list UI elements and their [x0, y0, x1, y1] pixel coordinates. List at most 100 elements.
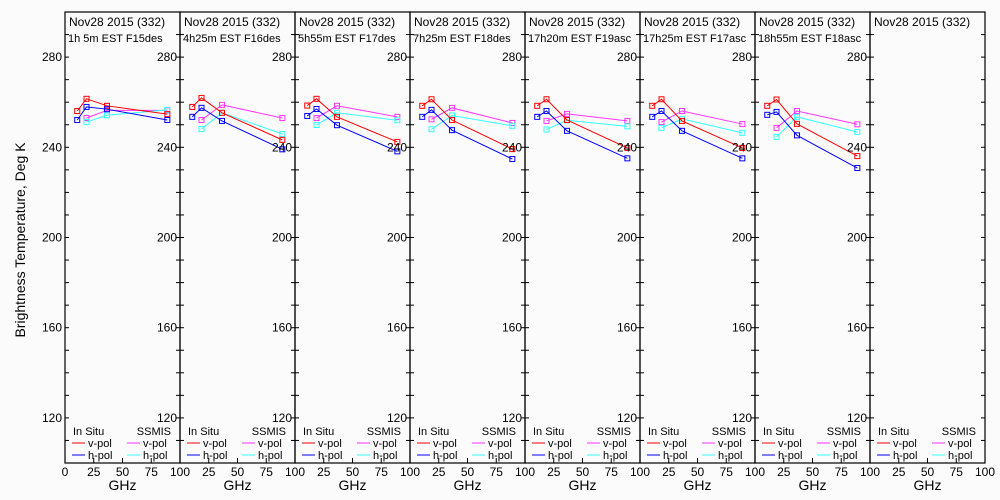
data-point-insitu_v — [333, 113, 340, 120]
legend-label: h-pol — [833, 450, 857, 462]
legend-label: v-pol — [603, 438, 627, 450]
x-tick-label: 25 — [317, 465, 331, 479]
legend-label: v-pol — [258, 438, 282, 450]
y-tick-label: 280 — [617, 50, 637, 64]
legend-label: v-pol — [778, 438, 802, 450]
legend-label: v-pol — [548, 438, 572, 450]
data-point-insitu_h — [198, 104, 205, 111]
data-point-ssmis_h — [428, 126, 435, 133]
data-point-insitu_v — [189, 103, 196, 110]
x-tick-label: 75 — [835, 465, 849, 479]
data-point-insitu_h — [854, 165, 861, 172]
data-point-insitu_v — [103, 102, 110, 109]
y-tick-label: 240 — [157, 140, 177, 154]
series-line-ssmis_h — [546, 119, 628, 130]
y-tick-label: 120 — [732, 411, 752, 425]
x-tick-label: 0 — [62, 465, 69, 479]
y-tick-label: 120 — [387, 411, 407, 425]
data-point-insitu_v — [649, 102, 656, 109]
legend-heading-ssmis: SSMIS — [367, 426, 401, 438]
x-tick-label: 75 — [605, 465, 619, 479]
x-axis-label: GHz — [109, 477, 137, 493]
x-tick-label: 100 — [975, 465, 995, 479]
panel-title-time: 17h20m EST F19asc — [528, 33, 632, 45]
x-tick-label: 50 — [576, 465, 590, 479]
legend-heading-ssmis: SSMIS — [827, 426, 861, 438]
series-line-insitu_h — [421, 109, 513, 160]
x-tick-label: 25 — [202, 465, 216, 479]
legend-label: h-pol — [778, 450, 802, 462]
x-tick-label: 50 — [231, 465, 245, 479]
series-line-insitu_h — [76, 106, 168, 121]
series-line-ssmis_h — [776, 116, 858, 138]
x-axis-label: GHz — [799, 477, 827, 493]
x-tick-label: 75 — [260, 465, 274, 479]
legend-label: v-pol — [373, 438, 397, 450]
y-tick-label: 200 — [847, 231, 867, 245]
legend-heading-insitu: In Situ — [878, 426, 909, 438]
y-tick-label: 120 — [157, 411, 177, 425]
data-point-insitu_h — [103, 106, 110, 113]
panel-title-time: 4h25m EST F16des — [183, 33, 281, 45]
data-point-ssmis_h — [624, 123, 631, 130]
panel-title-date: Nov28 2015 (332) — [69, 15, 165, 29]
panel-title: Nov28 2015 (332) 4h25m EST F16des — [183, 15, 281, 45]
panel-3: 120 160 200 240 280 25 50 75 100 GHz Nov28 2015 (3… — [272, 11, 420, 493]
data-point-ssmis_v — [394, 113, 401, 120]
y-tick-label: 280 — [502, 50, 522, 64]
panel-6: 120 160 200 240 280 25 50 75 100 GHz Nov28 2015 (3… — [617, 11, 765, 493]
x-tick-label: 75 — [720, 465, 734, 479]
y-tick-label: 160 — [847, 321, 867, 335]
x-tick-label: 50 — [461, 465, 475, 479]
x-tick-label: 25 — [547, 465, 561, 479]
data-point-insitu_h — [764, 111, 771, 118]
data-point-insitu_h — [543, 107, 550, 114]
data-point-insitu_h — [534, 113, 541, 120]
data-point-ssmis_h — [793, 113, 800, 120]
data-point-insitu_h — [428, 106, 435, 113]
panel-title-date: Nov28 2015 (332) — [759, 15, 855, 29]
panel-title: Nov28 2015 (332) — [874, 15, 970, 29]
data-point-insitu_h — [74, 117, 81, 124]
series-line-ssmis_v — [661, 110, 743, 125]
data-point-insitu_v — [448, 117, 455, 124]
y-tick-label: 120 — [502, 411, 522, 425]
data-point-insitu_v — [658, 96, 665, 103]
y-tick-label: 240 — [502, 140, 522, 154]
y-tick-label: 160 — [157, 321, 177, 335]
data-point-ssmis_v — [428, 116, 435, 123]
series-line-ssmis_v — [776, 110, 858, 129]
x-tick-label: 25 — [662, 465, 676, 479]
data-point-insitu_h — [304, 112, 311, 119]
x-tick-label: 100 — [400, 465, 420, 479]
data-point-insitu_h — [624, 155, 631, 162]
legend-label: v-pol — [833, 438, 857, 450]
y-tick-label: 280 — [42, 50, 62, 64]
series-line-ssmis_h — [316, 112, 398, 126]
y-tick-label: 200 — [272, 231, 292, 245]
y-tick-label: 200 — [732, 231, 752, 245]
data-point-insitu_v — [563, 117, 570, 124]
data-point-insitu_h — [313, 105, 320, 112]
data-point-insitu_v — [764, 102, 771, 109]
data-point-ssmis_v — [83, 114, 90, 121]
legend-label: v-pol — [203, 438, 227, 450]
data-point-insitu_v — [793, 120, 800, 127]
data-point-insitu_v — [74, 107, 81, 114]
data-point-ssmis_h — [313, 121, 320, 128]
panel-frame — [869, 11, 986, 464]
legend-label: h-pol — [488, 450, 512, 462]
data-point-insitu_v — [624, 144, 631, 151]
data-point-insitu_h — [658, 107, 665, 114]
x-tick-label: 50 — [346, 465, 360, 479]
y-tick-label: 160 — [272, 321, 292, 335]
legend-label: h-pol — [88, 450, 112, 462]
legend-heading-insitu: In Situ — [763, 426, 794, 438]
panel-title-time: 1h 5m EST F15des — [68, 33, 163, 45]
series-line-insitu_v — [76, 98, 168, 115]
legend-heading-ssmis: SSMIS — [482, 426, 516, 438]
panel-title-date: Nov28 2015 (332) — [874, 15, 970, 29]
